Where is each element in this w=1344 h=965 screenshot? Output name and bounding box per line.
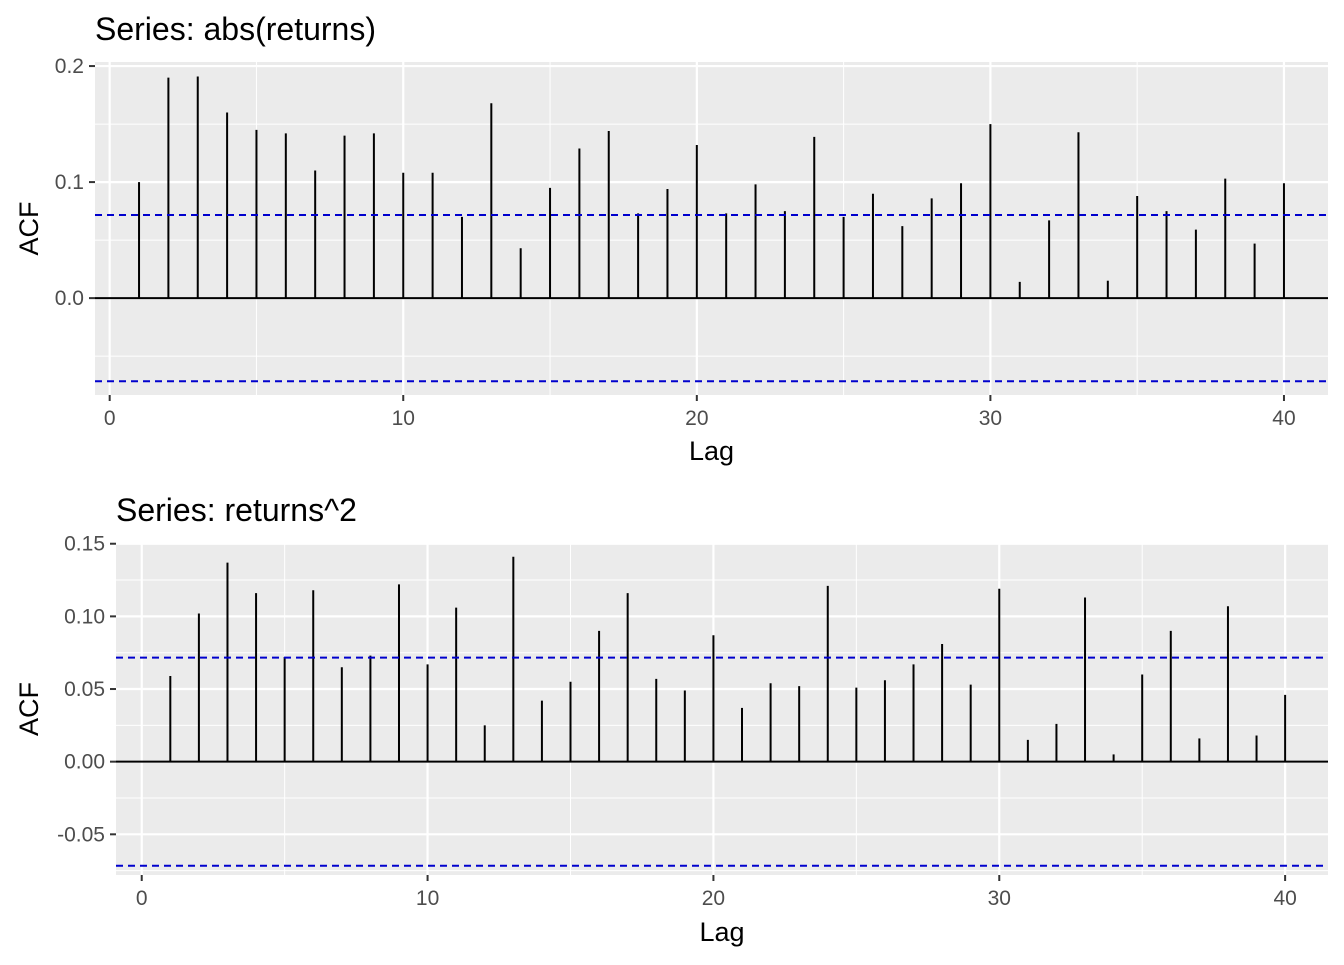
x-tick-label: 30	[979, 407, 1002, 430]
y-tick-label: 0.0	[55, 287, 84, 310]
x-tick-label: 40	[1273, 887, 1296, 910]
x-axis-title: Lag	[689, 436, 734, 466]
y-axis-title: ACF	[14, 202, 44, 256]
y-tick-label: 0.00	[64, 751, 105, 774]
y-tick-label: 0.15	[64, 533, 105, 556]
acf-chart-1: 0.0 0.1 0.2 0 10 20 30 40 Series: abs(returns) La…	[14, 11, 1328, 466]
plot-panel	[116, 543, 1328, 875]
minor-gridlines	[95, 62, 1328, 395]
minor-gridlines	[116, 543, 1328, 875]
acf-chart-2: -0.05 0.00 0.05 0.10 0.15 0 10 20 30 40 Series: re…	[14, 492, 1328, 947]
x-tick-label: 20	[685, 407, 708, 430]
x-tick-label: 40	[1272, 407, 1295, 430]
y-tick-label: 0.10	[64, 605, 105, 628]
x-tick-label: 30	[988, 887, 1011, 910]
chart-title: Series: returns^2	[116, 492, 357, 528]
y-tick-label: 0.05	[64, 678, 105, 701]
y-tick-label: -0.05	[57, 823, 105, 846]
x-tick-label: 0	[104, 407, 116, 430]
plot-panel	[95, 62, 1328, 395]
x-tick-label: 0	[136, 887, 148, 910]
y-axis-title: ACF	[14, 682, 44, 736]
x-tick-label: 20	[702, 887, 725, 910]
chart-title: Series: abs(returns)	[95, 11, 376, 47]
x-tick-label: 10	[392, 407, 415, 430]
x-axis-title: Lag	[699, 917, 744, 947]
y-tick-label: 0.2	[55, 55, 84, 78]
x-tick-label: 10	[416, 887, 439, 910]
y-tick-label: 0.1	[55, 171, 84, 194]
